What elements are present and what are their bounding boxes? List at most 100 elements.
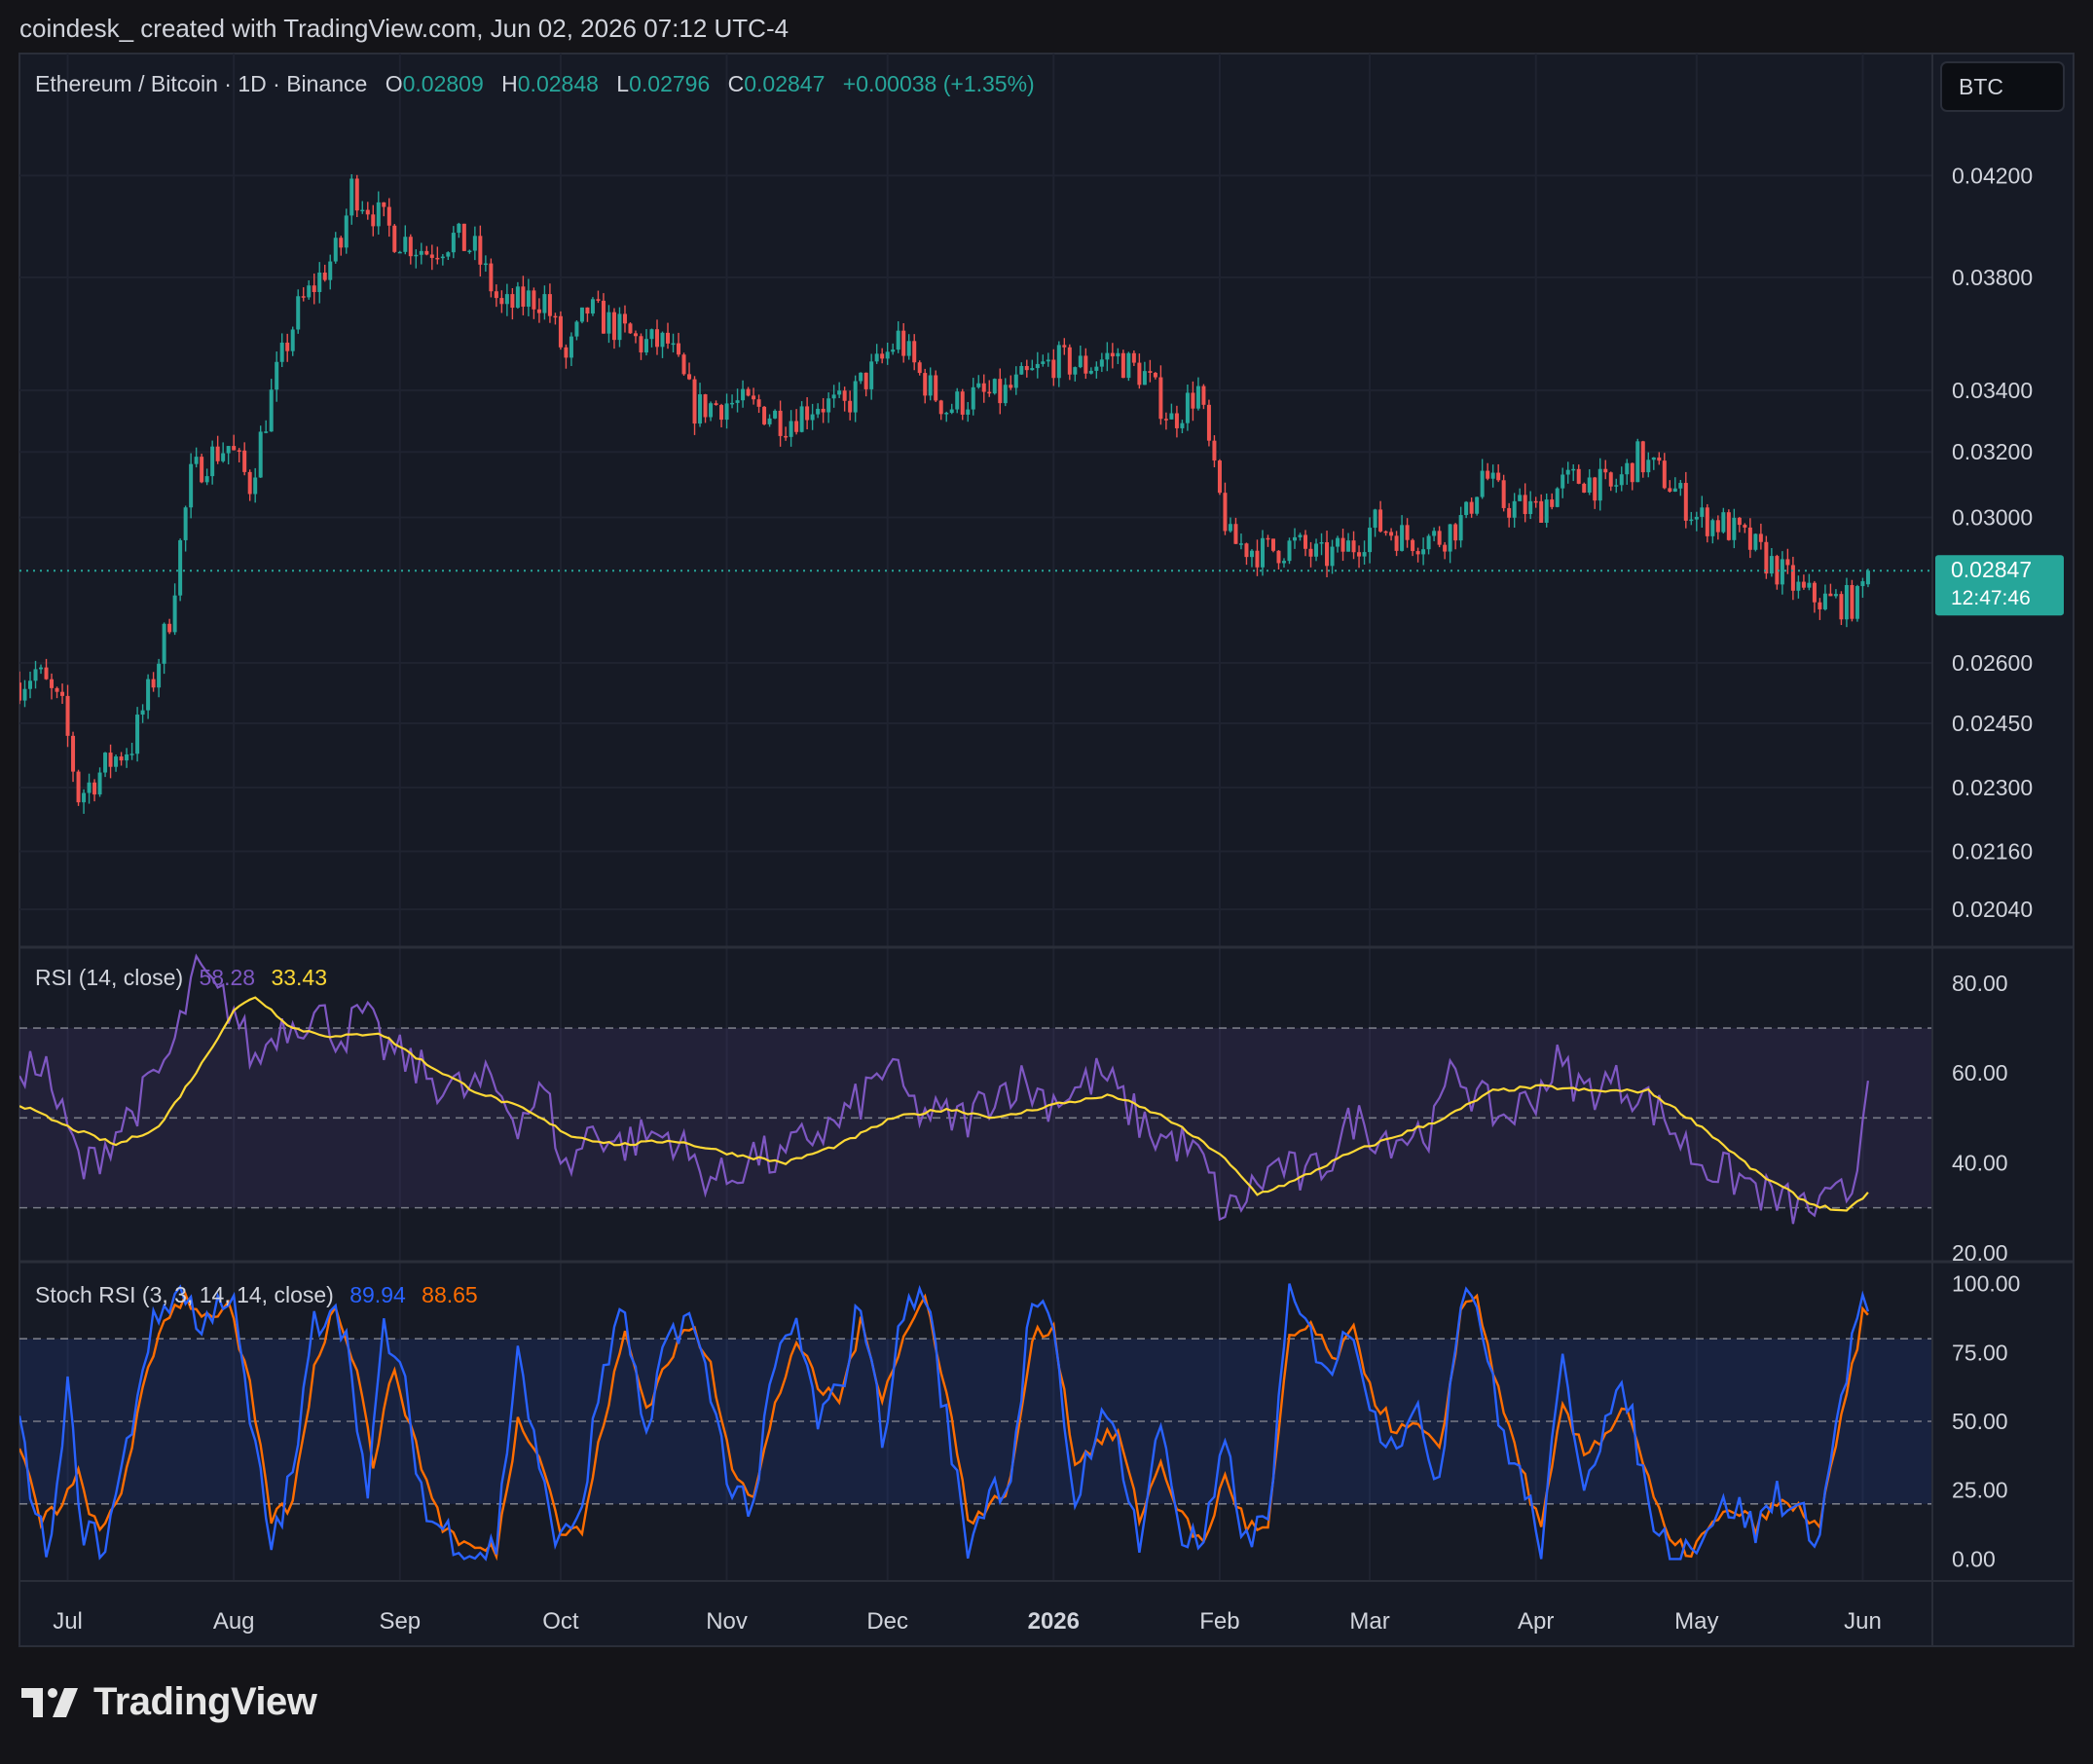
rsi-ma-value: 33.43 [271, 965, 327, 990]
stoch-tick-label: 100.00 [1952, 1271, 2020, 1297]
candle-body [1453, 524, 1458, 541]
candle-body [125, 753, 129, 761]
candle-body [140, 710, 145, 716]
candle-body [419, 250, 423, 255]
candle-body [1368, 528, 1373, 553]
rsi-legend: RSI (14, close) 58.28 33.43 [35, 965, 327, 990]
candle-body [328, 261, 333, 280]
low-label: L [616, 71, 629, 96]
candle-body [478, 236, 483, 265]
candle-body [183, 507, 188, 540]
candle-body [633, 333, 638, 337]
candle-body [1421, 549, 1426, 555]
candle-body [65, 695, 70, 736]
candle-body [1496, 472, 1501, 481]
candle-body [789, 421, 793, 437]
y-axis-labels: 0.04200 0.03800 0.03400 0.03200 0.03000 0.026… [1952, 163, 2033, 1571]
rsi-tick-label: 20.00 [1952, 1240, 2008, 1266]
y-tick-label: 0.02600 [1952, 650, 2033, 676]
stoch-title: Stoch RSI (3, 3, 14, 14, close) [35, 1282, 334, 1307]
candle-body [805, 406, 810, 421]
candle-body [354, 178, 359, 211]
main-legend: Ethereum / Bitcoin · 1D · Binance O0.028… [35, 71, 1035, 96]
candle-body [1694, 516, 1699, 520]
candle-body [1839, 594, 1844, 620]
candle-body [1013, 374, 1018, 388]
candle-body [1550, 499, 1555, 507]
candle-body [108, 753, 113, 767]
candle-body [1415, 551, 1420, 555]
candle-body [1818, 602, 1822, 609]
candle-body [1163, 419, 1168, 421]
candle-body [55, 687, 59, 692]
candle-body [585, 307, 590, 314]
currency-button[interactable]: BTC [1940, 61, 2065, 112]
candle-body [1625, 462, 1630, 475]
candle-body [1705, 507, 1709, 536]
candle-body [1780, 559, 1784, 585]
chart-credit: coindesk_ created with TradingView.com, … [19, 14, 789, 43]
y-tick-label: 0.02040 [1952, 897, 2033, 922]
x-tick-label: Oct [542, 1608, 579, 1635]
candle-body [39, 667, 44, 670]
candle-body [200, 457, 204, 483]
candle-body [1747, 527, 1752, 550]
candle-body [703, 394, 708, 418]
candle-body [1833, 594, 1838, 597]
high-label: H [501, 71, 518, 96]
candle-body [794, 421, 799, 432]
candle-body [842, 390, 847, 401]
candle-body [253, 477, 258, 495]
candle-body [1561, 474, 1565, 489]
candle-body [1287, 540, 1292, 562]
candle-body [344, 215, 349, 248]
candle-body [172, 595, 177, 633]
candle-body [1405, 525, 1410, 540]
candle-body [1758, 533, 1763, 542]
candle-body [119, 756, 124, 761]
candle-body [671, 343, 676, 346]
candle-body [1206, 404, 1211, 441]
candle-body [1822, 593, 1827, 609]
candle-body [365, 209, 370, 215]
candle-body [339, 238, 344, 248]
candle-body [596, 299, 601, 301]
candle-body [1490, 472, 1495, 479]
tradingview-logo[interactable]: TradingView [21, 1680, 317, 1724]
candle-body [687, 374, 692, 380]
candle-body [526, 290, 531, 308]
candle-body [1801, 581, 1806, 588]
candle-body [853, 381, 858, 413]
candle-body [151, 679, 156, 688]
candle-body [923, 373, 928, 396]
candle-body [1785, 559, 1790, 566]
candle-body [1790, 565, 1795, 591]
candle-body [885, 351, 890, 359]
candle-body [741, 388, 746, 401]
candle-body [221, 453, 226, 461]
candle-body [1597, 468, 1602, 501]
candle-body [440, 256, 445, 259]
candle-body [1336, 537, 1340, 547]
candle-body [317, 272, 322, 292]
low-value: 0.02796 [629, 71, 710, 96]
candle-body [189, 463, 194, 508]
candle-body [1737, 517, 1742, 526]
candle-body [1153, 372, 1157, 378]
candle-body [1807, 582, 1812, 588]
candle-body [1180, 423, 1185, 428]
candle-body [756, 399, 761, 407]
x-tick-label: May [1674, 1608, 1718, 1635]
candle-body [1158, 377, 1163, 420]
candle-body [1389, 532, 1394, 536]
candle-body [1195, 386, 1200, 409]
candle-body [92, 782, 97, 795]
candle-body [204, 476, 209, 483]
candle-body [1608, 472, 1613, 487]
candle-body [1651, 457, 1656, 460]
y-tick-label: 0.04200 [1952, 163, 2033, 188]
candle-body [226, 446, 231, 454]
x-axis-labels: Jul Aug Sep Oct Nov Dec 2026 Feb Mar Apr May Jun [53, 1608, 1882, 1635]
candle-body [1357, 552, 1362, 557]
